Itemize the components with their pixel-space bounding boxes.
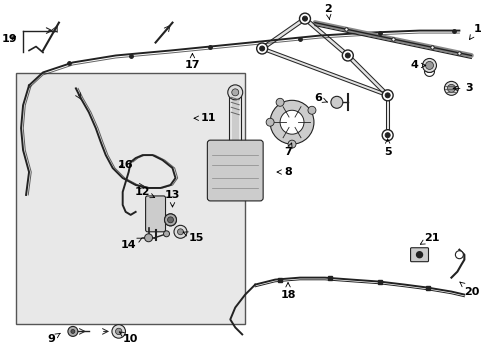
Circle shape — [382, 90, 392, 101]
Polygon shape — [261, 47, 387, 97]
Circle shape — [454, 251, 463, 259]
Text: 9: 9 — [47, 333, 60, 345]
Text: 17: 17 — [184, 53, 200, 71]
Circle shape — [330, 96, 342, 108]
Circle shape — [144, 234, 152, 242]
Circle shape — [280, 110, 304, 134]
Circle shape — [385, 93, 389, 98]
Circle shape — [416, 252, 422, 258]
Polygon shape — [385, 95, 388, 135]
FancyBboxPatch shape — [145, 196, 165, 232]
Text: 19: 19 — [1, 33, 17, 44]
Circle shape — [276, 98, 284, 106]
Text: 5: 5 — [383, 139, 391, 157]
Circle shape — [382, 130, 392, 141]
Circle shape — [227, 85, 242, 100]
Circle shape — [425, 62, 432, 69]
Polygon shape — [346, 54, 388, 96]
Circle shape — [174, 225, 186, 238]
Text: 1: 1 — [468, 24, 480, 40]
Circle shape — [287, 140, 295, 148]
Circle shape — [112, 325, 125, 338]
Text: 7: 7 — [284, 143, 291, 157]
Circle shape — [447, 84, 454, 92]
Text: 14: 14 — [121, 238, 142, 250]
Text: 6: 6 — [313, 93, 326, 103]
Text: 10: 10 — [119, 332, 138, 345]
Text: 16: 16 — [118, 160, 133, 170]
Text: 15: 15 — [183, 232, 203, 243]
Polygon shape — [261, 17, 305, 50]
Text: 20: 20 — [459, 282, 478, 297]
Circle shape — [256, 43, 267, 54]
Circle shape — [164, 214, 176, 226]
Text: 21: 21 — [420, 233, 438, 244]
FancyBboxPatch shape — [410, 248, 427, 262]
Circle shape — [265, 118, 274, 126]
Text: 3: 3 — [452, 84, 472, 93]
Text: 12: 12 — [135, 187, 154, 198]
Circle shape — [177, 229, 183, 235]
Text: 13: 13 — [164, 190, 180, 207]
Circle shape — [345, 53, 349, 58]
Circle shape — [164, 214, 176, 226]
Text: 2: 2 — [324, 4, 331, 19]
Bar — [16, 73, 244, 324]
FancyBboxPatch shape — [207, 140, 263, 201]
Circle shape — [259, 46, 264, 51]
Text: 8: 8 — [277, 167, 291, 177]
Circle shape — [385, 133, 389, 138]
Circle shape — [307, 106, 315, 114]
Circle shape — [269, 100, 313, 144]
Circle shape — [163, 231, 169, 237]
Circle shape — [115, 328, 122, 334]
Circle shape — [231, 89, 238, 96]
Circle shape — [167, 217, 173, 223]
Polygon shape — [303, 17, 348, 57]
Circle shape — [444, 81, 457, 95]
Circle shape — [302, 16, 307, 21]
Text: 18: 18 — [280, 283, 295, 300]
Circle shape — [68, 327, 78, 336]
Text: 11: 11 — [194, 113, 216, 123]
Circle shape — [71, 329, 75, 333]
Circle shape — [342, 50, 352, 61]
Circle shape — [299, 13, 310, 24]
Circle shape — [422, 58, 436, 72]
Text: 4: 4 — [410, 60, 425, 71]
